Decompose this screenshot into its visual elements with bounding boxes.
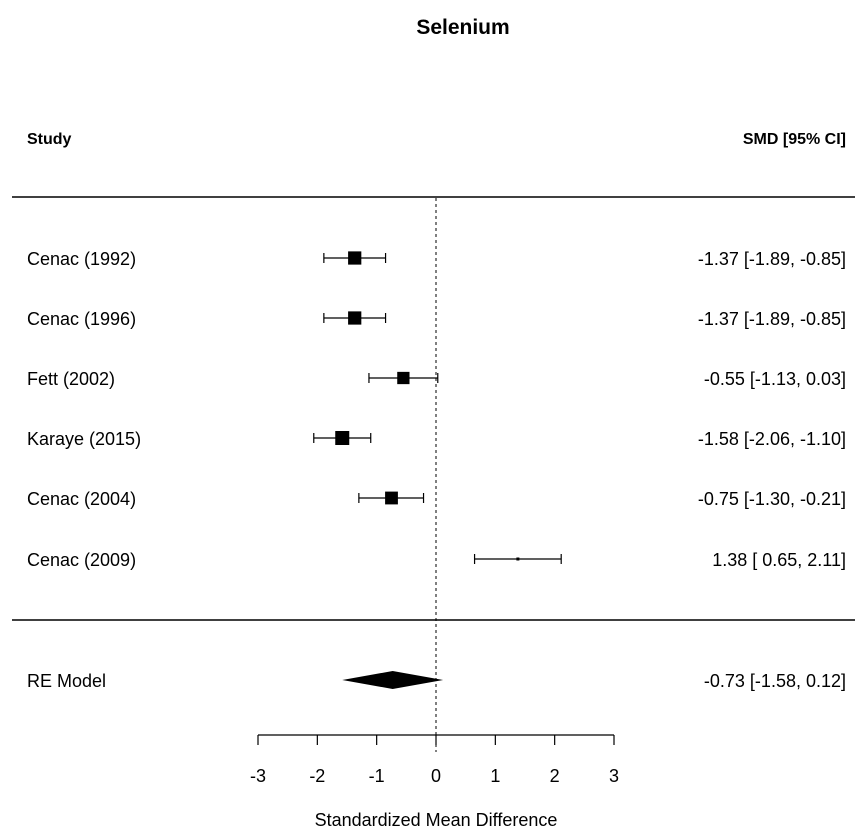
x-tick-label: -1 (369, 766, 385, 786)
x-axis-label: Standardized Mean Difference (315, 810, 558, 830)
effect-label: -0.55 [-1.13, 0.03] (704, 369, 846, 389)
summary-effect-label: -0.73 [-1.58, 0.12] (704, 671, 846, 691)
effect-label: -1.37 [-1.89, -0.85] (698, 309, 846, 329)
summary-name: RE Model (27, 671, 106, 691)
study-name: Cenac (2009) (27, 550, 136, 570)
x-tick-label: 0 (431, 766, 441, 786)
summary-row: RE Model -0.73 [-1.58, 0.12] (27, 671, 846, 691)
study-name: Karaye (2015) (27, 429, 141, 449)
x-axis: -3 -2 -1 0 1 2 3 (250, 734, 619, 786)
point-estimate (348, 251, 362, 265)
study-name: Fett (2002) (27, 369, 115, 389)
study-name: Cenac (1992) (27, 249, 136, 269)
x-tick-label: 1 (490, 766, 500, 786)
effect-label: -1.37 [-1.89, -0.85] (698, 249, 846, 269)
x-tick-label: 3 (609, 766, 619, 786)
x-tick-label: -2 (309, 766, 325, 786)
point-estimate (397, 371, 410, 385)
effect-column-header: SMD [95% CI] (743, 131, 846, 148)
study-name: Cenac (2004) (27, 489, 136, 509)
point-estimate (348, 311, 362, 325)
effect-label: 1.38 [ 0.65, 2.11] (712, 550, 846, 570)
x-tick-label: -3 (250, 766, 266, 786)
x-tick-label: 2 (550, 766, 560, 786)
point-estimate (516, 557, 520, 561)
summary-diamond (342, 671, 444, 689)
chart-title: Selenium (416, 16, 509, 39)
effect-label: -1.58 [-2.06, -1.10] (698, 429, 846, 449)
point-estimate (385, 491, 398, 505)
point-estimate (335, 431, 350, 445)
study-name: Cenac (1996) (27, 309, 136, 329)
effect-label: -0.75 [-1.30, -0.21] (698, 489, 846, 509)
study-column-header: Study (27, 131, 72, 148)
study-rows: Cenac (1992) -1.37 [-1.89, -0.85] Cenac (1… (27, 249, 846, 570)
